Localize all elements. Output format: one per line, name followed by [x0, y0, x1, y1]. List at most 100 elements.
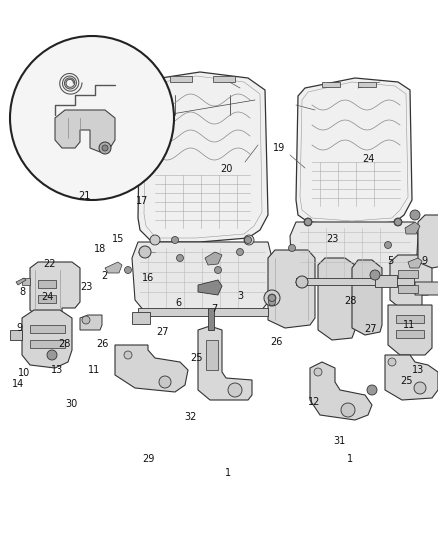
Polygon shape [390, 255, 432, 310]
Polygon shape [115, 345, 188, 392]
Bar [206, 340, 218, 370]
Circle shape [410, 210, 420, 220]
Polygon shape [205, 252, 222, 265]
Circle shape [395, 219, 402, 225]
Circle shape [102, 145, 108, 151]
Bar [38, 295, 56, 303]
Circle shape [99, 142, 111, 154]
Bar [296, 278, 414, 285]
Bar [138, 308, 268, 316]
Bar [30, 340, 65, 348]
Polygon shape [198, 326, 252, 400]
Text: 31: 31 [333, 437, 346, 446]
Text: 2: 2 [101, 271, 107, 281]
Circle shape [177, 254, 184, 262]
Circle shape [268, 294, 276, 302]
Text: 26: 26 [270, 337, 282, 347]
Bar [375, 275, 397, 287]
Text: 27: 27 [364, 325, 376, 334]
Circle shape [370, 270, 380, 280]
Bar [30, 325, 65, 333]
Polygon shape [30, 262, 80, 322]
Text: 26: 26 [97, 339, 109, 349]
Bar [170, 76, 192, 82]
Text: 21: 21 [78, 191, 90, 201]
Circle shape [150, 235, 160, 245]
Text: 14: 14 [12, 379, 25, 389]
Circle shape [367, 385, 377, 395]
Text: 11: 11 [88, 366, 100, 375]
Circle shape [264, 290, 280, 306]
Text: 32: 32 [184, 412, 197, 422]
Circle shape [124, 351, 132, 359]
Text: 13: 13 [412, 366, 424, 375]
Polygon shape [105, 262, 122, 273]
Polygon shape [55, 110, 115, 152]
Text: 30: 30 [65, 399, 77, 409]
Polygon shape [405, 222, 420, 234]
Text: 15: 15 [112, 234, 124, 244]
Bar [132, 312, 150, 324]
Polygon shape [310, 362, 372, 420]
Circle shape [304, 219, 311, 225]
Polygon shape [138, 72, 268, 242]
Text: 24: 24 [41, 293, 53, 302]
Text: 22: 22 [43, 259, 55, 269]
Circle shape [388, 358, 396, 366]
Polygon shape [318, 258, 355, 340]
Text: 18: 18 [94, 245, 106, 254]
Text: 23: 23 [81, 282, 93, 292]
Circle shape [139, 246, 151, 258]
Text: 25: 25 [190, 353, 202, 363]
Polygon shape [290, 222, 418, 282]
Bar [396, 315, 424, 323]
Circle shape [172, 237, 179, 244]
Text: 8: 8 [20, 287, 26, 297]
Circle shape [314, 368, 322, 376]
Bar [396, 330, 424, 338]
Text: 29: 29 [142, 455, 154, 464]
Polygon shape [10, 330, 22, 340]
Text: 27: 27 [157, 327, 169, 336]
Circle shape [296, 276, 308, 288]
Text: 19: 19 [273, 143, 286, 153]
Polygon shape [22, 310, 72, 368]
Text: 23: 23 [326, 234, 338, 244]
Polygon shape [198, 280, 222, 295]
Text: 13: 13 [51, 366, 63, 375]
Circle shape [289, 245, 296, 252]
Text: 28: 28 [59, 339, 71, 349]
Circle shape [124, 266, 131, 273]
Polygon shape [408, 258, 422, 268]
Circle shape [244, 237, 251, 244]
Text: 11: 11 [403, 320, 416, 330]
Text: 1: 1 [225, 469, 231, 478]
Circle shape [82, 316, 90, 324]
Circle shape [159, 376, 171, 388]
Text: 1: 1 [347, 455, 353, 464]
Circle shape [414, 382, 426, 394]
Text: 9: 9 [421, 256, 427, 266]
Circle shape [47, 350, 57, 360]
Bar [358, 82, 376, 87]
Text: 5: 5 [387, 256, 393, 266]
Circle shape [237, 248, 244, 255]
Circle shape [244, 235, 254, 245]
Bar [322, 82, 340, 87]
Bar [208, 308, 214, 330]
Text: 17: 17 [136, 197, 148, 206]
Circle shape [268, 295, 276, 302]
Text: 25: 25 [400, 376, 413, 386]
Circle shape [394, 218, 402, 226]
Text: 10: 10 [18, 368, 30, 378]
Bar [398, 270, 418, 278]
Circle shape [215, 266, 222, 273]
Polygon shape [388, 305, 432, 355]
Circle shape [385, 241, 392, 248]
Polygon shape [16, 278, 26, 285]
Text: 24: 24 [363, 154, 375, 164]
Circle shape [304, 218, 312, 226]
Polygon shape [385, 355, 438, 400]
Circle shape [341, 403, 355, 417]
Text: 3: 3 [237, 291, 243, 301]
